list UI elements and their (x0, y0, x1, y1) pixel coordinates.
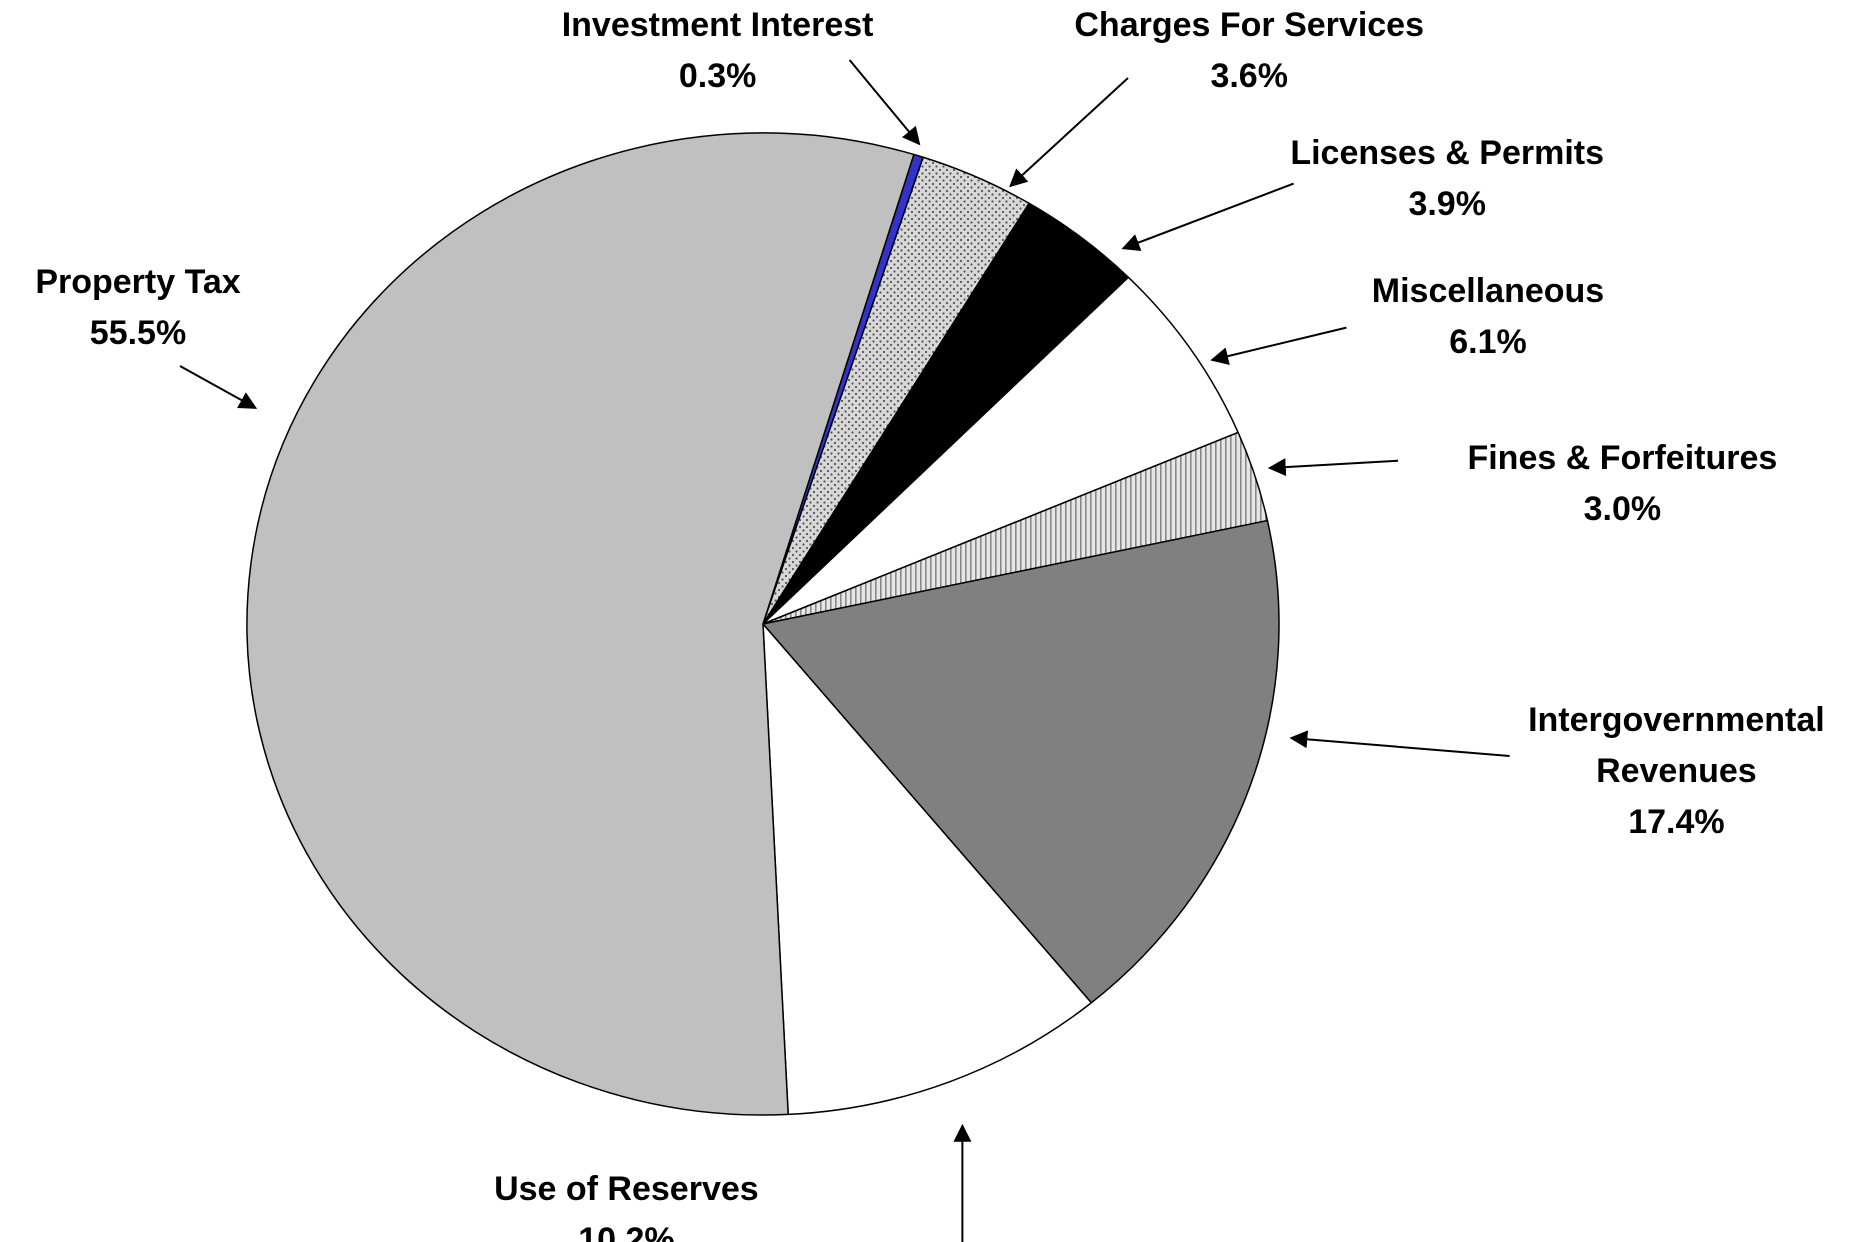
leader-arrow (1267, 458, 1399, 477)
slice-label: Investment Interest 0.3% (518, 0, 918, 102)
slice-label: Charges For Services 3.6% (1019, 0, 1479, 102)
leader-arrow (179, 365, 258, 409)
slice-percent: 0.3% (678, 57, 757, 95)
slice-label: Miscellaneous 6.1% (1308, 266, 1668, 368)
slice-label: Intergovernmental Revenues 17.4% (1506, 695, 1846, 848)
slice-percent: 3.0% (1583, 490, 1662, 529)
leader-arrow (953, 1123, 972, 1242)
leader-arrow (848, 59, 921, 146)
slice-percent: 3.9% (1408, 185, 1486, 224)
slice-name: Charges For Services (1074, 6, 1424, 44)
slice-percent: 55.5% (89, 313, 187, 352)
pie-slice (762, 519, 1280, 1004)
slice-name: Miscellaneous (1371, 272, 1605, 311)
leader-arrow (1210, 326, 1347, 365)
pie-slice (762, 276, 1239, 625)
slice-percent: 3.6% (1210, 57, 1288, 95)
slice-percent: 17.4% (1628, 802, 1725, 841)
slice-name: Property Tax (35, 262, 241, 301)
leader-arrow (1009, 77, 1129, 188)
leader-arrow (1121, 182, 1294, 252)
leader-arrow (1289, 730, 1510, 757)
slice-name: Fines & Forfeitures (1467, 439, 1778, 478)
slice-percent: 10.2% (578, 1221, 675, 1242)
slice-label: Fines & Forfeitures 3.0% (1412, 433, 1832, 535)
pie-slice (762, 623, 1093, 1116)
pie-slice (246, 132, 915, 1116)
slice-percent: 6.1% (1449, 323, 1527, 362)
slice-name: Intergovernmental Revenues (1528, 700, 1825, 790)
slice-name: Use of Reserves (494, 1170, 759, 1208)
slice-name: Licenses & Permits (1290, 134, 1605, 173)
slice-label: Licenses & Permits 3.9% (1237, 128, 1657, 230)
slice-label: Property Tax 55.5% (0, 257, 288, 359)
slice-name: Investment Interest (561, 6, 874, 44)
slice-label: Use of Reserves 10.2% (426, 1164, 826, 1242)
